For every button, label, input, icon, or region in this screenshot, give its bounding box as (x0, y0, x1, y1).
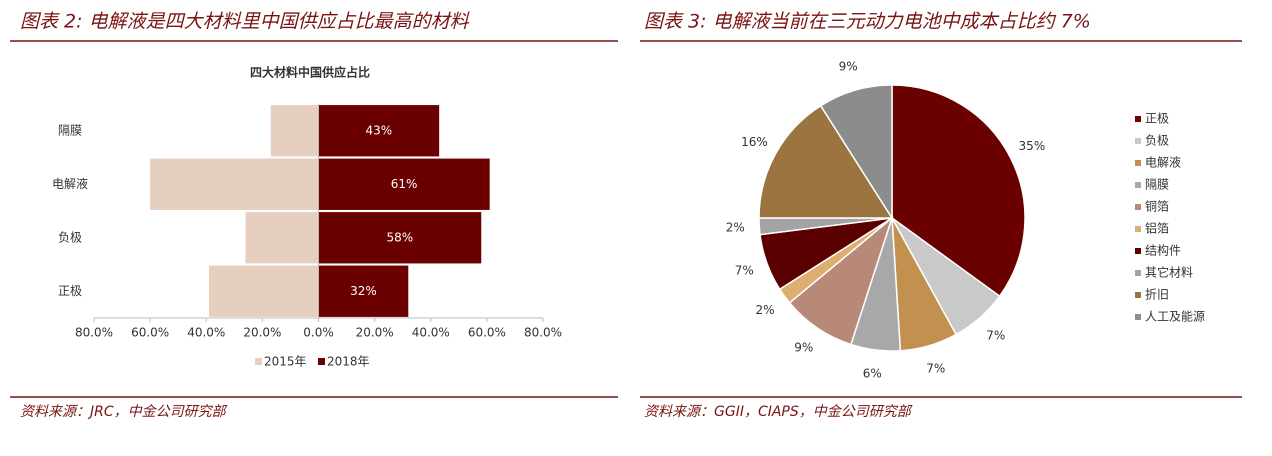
value-label: 2% (755, 303, 774, 317)
x-tick-label: 20.0% (243, 326, 281, 340)
legend-swatch (318, 358, 325, 365)
legend-label: 结构件 (1145, 243, 1181, 258)
pie-slice (819, 84, 893, 221)
legend-label: 其它材料 (1145, 265, 1193, 280)
x-tick-label: 0.0% (303, 326, 334, 340)
value-label: 16% (741, 135, 768, 149)
x-tick-label: 60.0% (131, 326, 169, 340)
figure-source: 资料来源：GGII，CIAPS，中金公司研究部 (644, 404, 913, 420)
pie-slice (891, 84, 1026, 298)
chart-title: 四大材料中国供应占比 (250, 65, 370, 80)
legend-label: 铜箔 (1145, 199, 1169, 214)
legend-label: 隔膜 (1145, 178, 1169, 192)
legend-label: 2018年 (327, 355, 370, 369)
category-label: 隔膜 (58, 123, 82, 137)
figure-header: 图表 3: 电解液当前在三元动力电池中成本占比约 7% (644, 11, 1091, 33)
figure-source: 资料来源：JRC，中金公司研究部 (20, 404, 228, 420)
legend-swatch (1135, 226, 1141, 232)
value-label: 58% (387, 230, 414, 244)
value-label: 6% (863, 366, 882, 380)
bar (150, 158, 319, 210)
pie-slice (758, 104, 894, 219)
legend-swatch (1135, 204, 1141, 210)
x-tick-label: 80.0% (524, 326, 562, 340)
legend-swatch (1135, 138, 1141, 144)
bar (318, 212, 482, 264)
x-tick-label: 20.0% (356, 326, 394, 340)
legend-swatch (1135, 160, 1141, 166)
x-tick-label: 40.0% (187, 326, 225, 340)
value-label: 32% (350, 284, 377, 298)
value-label: 43% (365, 123, 392, 137)
legend-swatch (1135, 292, 1141, 298)
value-label: 7% (926, 361, 945, 375)
legend-label: 负极 (1145, 134, 1169, 148)
value-label: 9% (794, 340, 813, 354)
bar (209, 265, 319, 317)
legend-swatch (1135, 314, 1141, 320)
legend-swatch (1135, 116, 1141, 122)
legend-label: 正极 (1145, 112, 1169, 126)
legend-swatch (1135, 182, 1141, 188)
legend-swatch (255, 358, 262, 365)
value-label: 2% (726, 220, 745, 234)
bar (318, 158, 490, 210)
legend-label: 电解液 (1145, 155, 1181, 170)
legend-label: 2015年 (264, 355, 307, 369)
category-label: 正极 (58, 284, 82, 298)
legend-label: 人工及能源 (1145, 310, 1205, 324)
bar (270, 105, 319, 157)
legend-swatch (1135, 248, 1141, 254)
value-label: 9% (839, 60, 858, 74)
x-tick-label: 80.0% (75, 326, 113, 340)
bar (245, 212, 319, 264)
x-tick-label: 60.0% (468, 326, 506, 340)
category-label: 负极 (58, 230, 82, 244)
category-label: 电解液 (52, 176, 88, 191)
legend-label: 铝箔 (1145, 221, 1169, 236)
figure-header: 图表 2: 电解液是四大材料里中国供应占比最高的材料 (20, 11, 470, 33)
bar (318, 265, 409, 317)
legend-label: 折旧 (1145, 287, 1169, 302)
bar (318, 105, 440, 157)
x-tick-label: 40.0% (412, 326, 450, 340)
value-label: 7% (986, 328, 1005, 342)
value-label: 7% (735, 264, 754, 278)
value-label: 61% (391, 177, 418, 191)
value-label: 35% (1019, 139, 1046, 153)
legend-swatch (1135, 270, 1141, 276)
